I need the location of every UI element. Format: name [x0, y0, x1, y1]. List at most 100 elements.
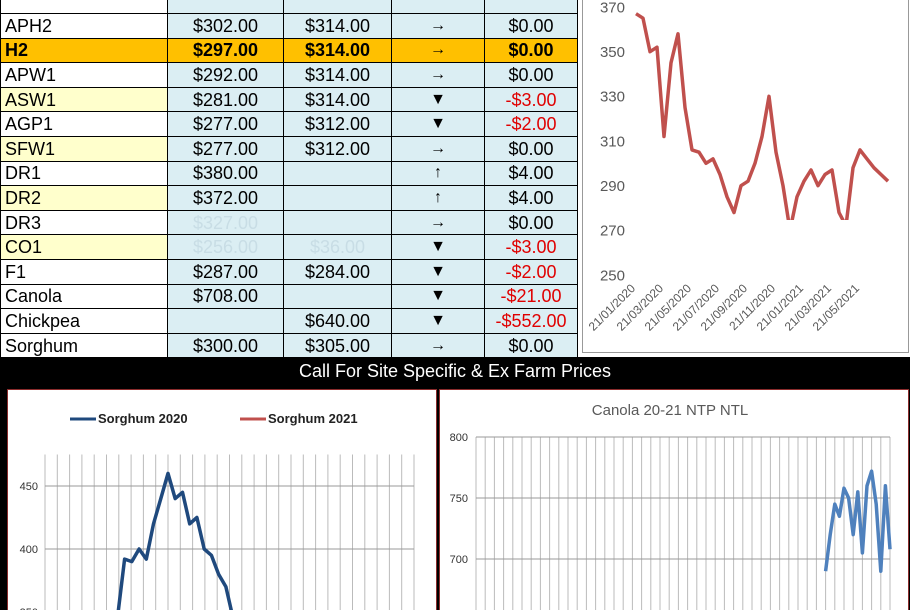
legend-label: Sorghum 2020	[98, 411, 188, 426]
y-tick-label: 800	[450, 432, 468, 444]
table-cell: $284.00	[283, 258, 392, 285]
table-cell: $327.00	[167, 209, 284, 236]
table-cell: $292.00	[167, 62, 284, 88]
table-cell: SFW1	[0, 135, 168, 162]
table-cell: $314.00	[283, 37, 392, 64]
table-cell: DR1	[0, 160, 168, 187]
table-cell: $312.00	[283, 135, 392, 162]
table-cell: DR3	[0, 209, 168, 236]
table-cell: -$21.00	[484, 283, 578, 310]
table-cell: →	[391, 135, 485, 162]
table-cell: ASW1	[0, 86, 168, 113]
table-cell: ▼	[391, 308, 485, 334]
table-cell: ▼	[391, 234, 485, 260]
table-cell: →	[391, 209, 485, 236]
table-cell: $312.00	[283, 111, 392, 137]
table-row: ASW1 $281.00 $314.00 ▼ -$3.00	[0, 86, 578, 113]
table-cell: $281.00	[167, 86, 284, 113]
table-cell: $305.00	[283, 332, 392, 359]
table-cell: -$2.00	[484, 258, 578, 285]
table-cell: ▼	[391, 258, 485, 285]
y-tick-label: 400	[20, 544, 38, 556]
table-cell: $300.00	[167, 332, 284, 359]
legend-label: Sorghum 2021	[268, 411, 358, 426]
table-row: SFW1 $277.00 $312.00 → $0.00	[0, 135, 578, 162]
sorghum-chart: 350 400 450 Sorghum 2020 Sorghum 2021	[7, 389, 437, 610]
table-cell	[283, 209, 392, 236]
table-cell: $0.00	[484, 209, 578, 236]
table-cell: $380.00	[167, 160, 284, 187]
y-tick-label: 350	[20, 607, 38, 610]
table-cell: $287.00	[167, 258, 284, 285]
table-cell: $0.00	[484, 37, 578, 64]
table-cell: Sorghum	[0, 332, 168, 359]
y-tick-label: 270	[600, 223, 625, 240]
price-chart: 25027029031033035037021/01/202021/03/202…	[582, 0, 909, 353]
table-cell: H2	[0, 37, 168, 64]
y-tick-label: 310	[600, 133, 625, 150]
table-cell	[283, 185, 392, 211]
table-cell: $4.00	[484, 185, 578, 211]
table-cell: →	[391, 332, 485, 359]
table-cell	[283, 283, 392, 310]
table-cell: $314.00	[283, 62, 392, 88]
table-cell: -$3.00	[484, 86, 578, 113]
chart-title: Canola 20-21 NTP NTL	[592, 402, 748, 419]
table-cell: ▼	[391, 86, 485, 113]
table-row: DR1 $380.00 ↑ $4.00	[0, 160, 578, 187]
table-row: F1 $287.00 $284.00 ▼ -$2.00	[0, 258, 578, 285]
table-cell: $0.00	[484, 135, 578, 162]
y-tick-label: 450	[20, 481, 38, 493]
table-cell	[167, 308, 284, 334]
table-cell: $0.00	[484, 62, 578, 88]
table-cell: -$2.00	[484, 111, 578, 137]
table-cell: ↑	[391, 185, 485, 211]
table-cell: $0.00	[484, 13, 578, 39]
table-cell: DR2	[0, 185, 168, 211]
data-line	[116, 471, 233, 610]
banner: Call For Site Specific & Ex Farm Prices	[298, 361, 612, 381]
table-cell: $0.00	[484, 332, 578, 359]
price-table: APH2 $302.00 $314.00 → $0.00 H2 $297.00 $314.00…	[0, 0, 578, 359]
table-cell: APW1	[0, 62, 168, 88]
table-cell: Canola	[0, 283, 168, 310]
table-cell: $708.00	[167, 283, 284, 310]
table-cell	[283, 160, 392, 187]
table-cell: CO1	[0, 234, 168, 260]
table-cell: APH2	[0, 13, 168, 39]
table-cell: →	[391, 62, 485, 88]
y-tick-label: 750	[450, 493, 468, 505]
table-row: APH2 $302.00 $314.00 → $0.00	[0, 13, 578, 39]
table-row: CO1 $256.00 $36.00 ▼ -$3.00	[0, 234, 578, 260]
canola-chart: 700 750 800 Canola 20-21 NTP NTL	[439, 389, 909, 610]
table-cell: $4.00	[484, 160, 578, 187]
table-cell: $302.00	[167, 13, 284, 39]
table-cell: $314.00	[283, 13, 392, 39]
table-cell: →	[391, 13, 485, 39]
table-cell: -$3.00	[484, 234, 578, 260]
y-tick-label: 290	[600, 178, 625, 195]
table-cell: ↑	[391, 160, 485, 187]
table-row: DR3 $327.00 → $0.00	[0, 209, 578, 236]
table-row: Chickpea $640.00 ▼ -$552.00	[0, 308, 578, 334]
table-cell: $277.00	[167, 135, 284, 162]
y-tick-label: 350	[600, 44, 625, 61]
table-cell: $297.00	[167, 37, 284, 64]
table-cell: AGP1	[0, 111, 168, 137]
table-cell: Chickpea	[0, 308, 168, 334]
table-cell: -$552.00	[484, 308, 578, 334]
table-row: AGP1 $277.00 $312.00 ▼ -$2.00	[0, 111, 578, 137]
y-tick-label: 250	[600, 267, 625, 284]
table-cell: F1	[0, 258, 168, 285]
y-tick-label: 330	[600, 89, 625, 106]
table-cell: $640.00	[283, 308, 392, 334]
table-cell: $372.00	[167, 185, 284, 211]
table-cell: $277.00	[167, 111, 284, 137]
table-cell: ▼	[391, 111, 485, 137]
data-line	[635, 12, 890, 220]
table-row: DR2 $372.00 ↑ $4.00	[0, 185, 578, 211]
table-row: Canola $708.00 ▼ -$21.00	[0, 283, 578, 310]
y-tick-label: 370	[600, 0, 625, 16]
table-cell: →	[391, 37, 485, 64]
